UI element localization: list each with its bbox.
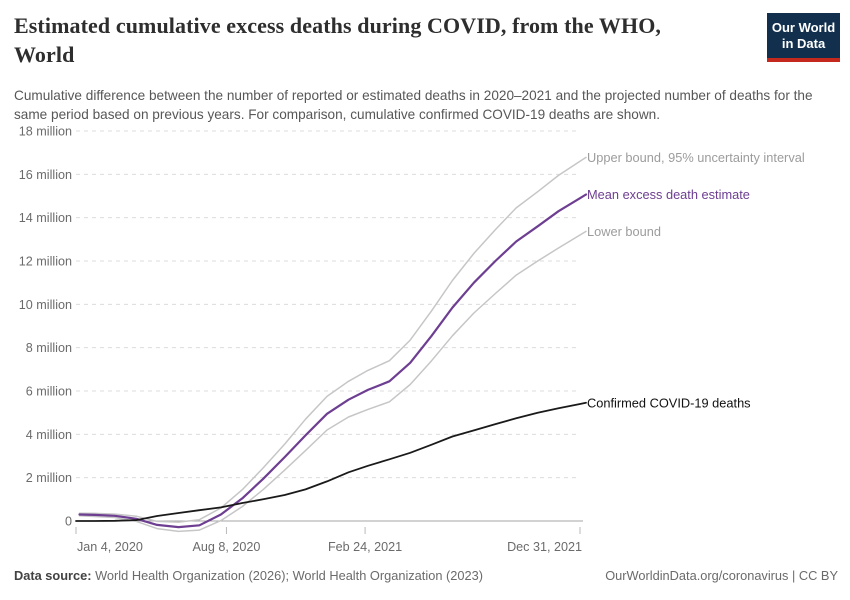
series-label-lower-bound: Lower bound xyxy=(587,224,661,239)
x-axis-label: Jan 4, 2020 xyxy=(77,540,143,554)
y-axis-label: 4 million xyxy=(26,428,72,442)
y-axis-label: 14 million xyxy=(19,211,72,225)
y-axis-label: 8 million xyxy=(26,341,72,355)
x-axis-label: Aug 8, 2020 xyxy=(192,540,260,554)
series-line-mean-estimate[interactable] xyxy=(78,193,588,529)
y-axis-label: 6 million xyxy=(26,385,72,399)
x-axis-label: Dec 31, 2021 xyxy=(507,540,582,554)
owid-logo-line2: in Data xyxy=(781,35,826,51)
data-source-text: World Health Organization (2026); World … xyxy=(91,568,483,583)
data-source-label: Data source: xyxy=(14,568,92,583)
chart-title: Estimated cumulative excess deaths durin… xyxy=(14,13,662,67)
license-note[interactable]: OurWorldinData.org/coronavirus | CC BY xyxy=(605,568,838,583)
y-axis-label: 10 million xyxy=(19,298,72,312)
series-line-confirmed-deaths[interactable] xyxy=(75,401,587,522)
owid-logo[interactable]: Our World in Data xyxy=(767,13,840,62)
chart-subtitle: Cumulative difference between the number… xyxy=(14,88,813,123)
owid-logo-line1: Our World xyxy=(771,19,836,35)
series-label-mean-estimate: Mean excess death estimate xyxy=(587,187,750,202)
y-axis-label: 2 million xyxy=(26,471,72,485)
series-label-upper-bound: Upper bound, 95% uncertainty interval xyxy=(587,150,805,165)
series-line-lower-bound[interactable] xyxy=(78,230,587,533)
series-label-confirmed-deaths: Confirmed COVID-19 deaths xyxy=(587,395,751,410)
series-line-upper-bound[interactable] xyxy=(78,156,587,523)
y-axis-label: 18 million xyxy=(19,125,72,139)
data-source-note: Data source: World Health Organization (… xyxy=(14,568,483,583)
chart-footer: Data source: World Health Organization (… xyxy=(14,568,838,583)
x-axis-label: Feb 24, 2021 xyxy=(328,540,402,554)
y-axis-label: 0 xyxy=(65,515,72,529)
y-axis-label: 12 million xyxy=(19,255,72,269)
y-axis-label: 16 million xyxy=(19,168,72,182)
